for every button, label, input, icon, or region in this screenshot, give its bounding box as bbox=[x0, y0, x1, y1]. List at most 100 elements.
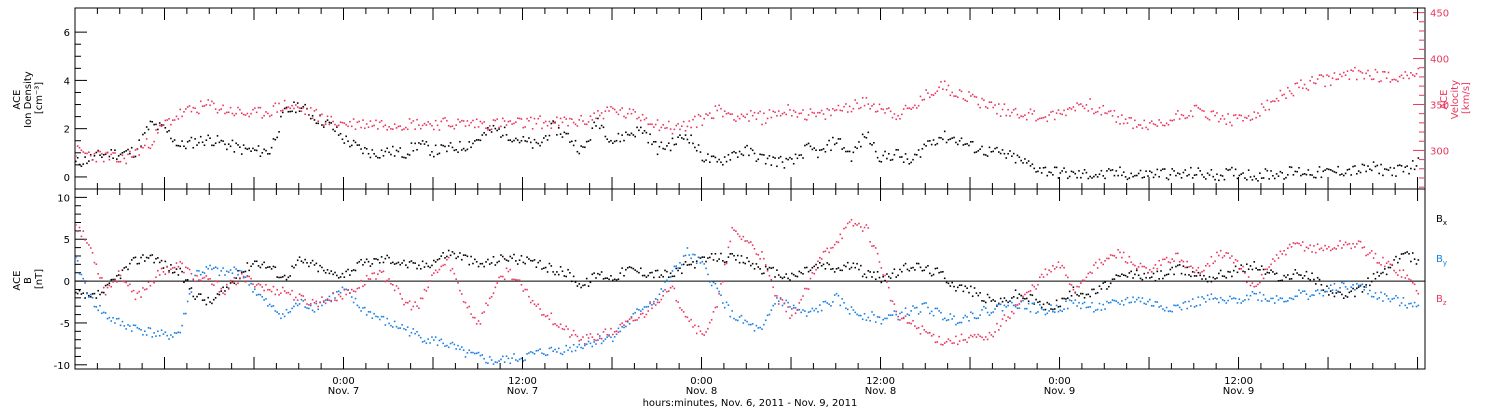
density-point bbox=[1387, 169, 1390, 171]
bx-point bbox=[1055, 299, 1058, 302]
bx-point bbox=[1279, 279, 1282, 282]
by-point bbox=[201, 271, 204, 274]
density-point bbox=[252, 147, 254, 150]
bz-point bbox=[1100, 261, 1103, 264]
by-point bbox=[740, 314, 743, 317]
velocity-point bbox=[1410, 72, 1412, 74]
bx-point bbox=[835, 268, 838, 270]
bz-point bbox=[557, 326, 560, 328]
bx-point bbox=[1145, 276, 1147, 279]
bx-point bbox=[632, 267, 635, 270]
velocity-point bbox=[291, 104, 293, 107]
by-point bbox=[149, 327, 152, 330]
bz-point bbox=[339, 295, 342, 298]
bx-point bbox=[880, 281, 883, 284]
density-point bbox=[789, 156, 791, 159]
bz-point bbox=[658, 301, 661, 304]
density-point bbox=[324, 120, 327, 123]
density-point bbox=[99, 154, 101, 156]
density-point bbox=[211, 144, 213, 147]
bx-point bbox=[638, 271, 640, 274]
velocity-point bbox=[979, 106, 981, 109]
bz-point bbox=[1113, 255, 1116, 257]
bz-point bbox=[483, 311, 485, 313]
by-point bbox=[1130, 301, 1132, 304]
density-point bbox=[289, 110, 292, 113]
bx-point bbox=[164, 260, 167, 263]
by-point bbox=[755, 324, 758, 327]
velocity-point bbox=[955, 95, 957, 97]
density-point bbox=[334, 130, 336, 133]
density-point bbox=[421, 140, 424, 142]
bx-point bbox=[843, 264, 845, 267]
density-point bbox=[1296, 170, 1298, 173]
density-point bbox=[960, 137, 963, 140]
velocity-point bbox=[227, 111, 230, 114]
by-point bbox=[1091, 301, 1093, 304]
bx-point bbox=[1091, 288, 1093, 291]
bx-point bbox=[1182, 265, 1185, 268]
by-point bbox=[427, 338, 430, 340]
by-point bbox=[492, 363, 495, 365]
velocity-point bbox=[1143, 119, 1146, 122]
bx-point bbox=[755, 263, 758, 265]
by-point bbox=[630, 316, 633, 318]
bx-point bbox=[600, 271, 603, 273]
bz-point bbox=[1085, 276, 1088, 279]
by-point bbox=[1001, 309, 1004, 312]
density-point bbox=[763, 154, 765, 156]
by-point bbox=[199, 273, 202, 276]
density-point bbox=[921, 148, 924, 150]
bx-point bbox=[722, 260, 724, 262]
bz-point bbox=[231, 281, 234, 284]
bx-point bbox=[1356, 287, 1358, 290]
bz-point bbox=[1415, 289, 1418, 292]
bz-point bbox=[1137, 266, 1140, 268]
bx-point bbox=[1081, 292, 1084, 295]
bz-point bbox=[1035, 288, 1037, 290]
by-point bbox=[884, 317, 886, 320]
by-point bbox=[250, 282, 252, 285]
bz-point bbox=[1108, 257, 1110, 260]
velocity-point bbox=[1307, 89, 1310, 91]
bx-point bbox=[416, 267, 418, 270]
density-point bbox=[280, 115, 282, 118]
bx-point bbox=[932, 273, 935, 276]
density-point bbox=[477, 139, 480, 141]
bx-point bbox=[1160, 270, 1162, 272]
velocity-point bbox=[1162, 124, 1164, 127]
bz-point bbox=[1076, 285, 1078, 288]
density-point bbox=[283, 107, 286, 110]
density-point bbox=[660, 141, 663, 144]
by-point bbox=[226, 270, 228, 273]
by-point bbox=[675, 265, 678, 267]
bz-point bbox=[938, 335, 940, 338]
density-point bbox=[658, 145, 661, 148]
by-point bbox=[280, 317, 282, 320]
density-point bbox=[140, 145, 142, 148]
density-point bbox=[479, 139, 482, 142]
velocity-point bbox=[1070, 108, 1073, 110]
by-point bbox=[912, 305, 914, 307]
density-point bbox=[1391, 174, 1394, 177]
bz-point bbox=[1055, 266, 1058, 268]
bx-point bbox=[970, 285, 972, 288]
density-point bbox=[1149, 170, 1151, 173]
bz-point bbox=[846, 222, 849, 225]
bx-point bbox=[574, 281, 577, 283]
bx-point bbox=[766, 268, 769, 270]
density-point bbox=[723, 156, 726, 158]
density-point bbox=[686, 138, 689, 141]
velocity-point bbox=[682, 120, 685, 123]
bx-point bbox=[487, 258, 489, 261]
velocity-point bbox=[308, 114, 310, 117]
density-point bbox=[112, 157, 114, 160]
by-point bbox=[996, 304, 998, 306]
density-point bbox=[720, 161, 722, 164]
bz-point bbox=[884, 274, 886, 277]
by-point bbox=[543, 353, 545, 355]
velocity-point bbox=[427, 121, 430, 123]
density-tick-label: 0 bbox=[64, 173, 70, 184]
by-point bbox=[1249, 294, 1252, 297]
density-point bbox=[591, 127, 594, 129]
